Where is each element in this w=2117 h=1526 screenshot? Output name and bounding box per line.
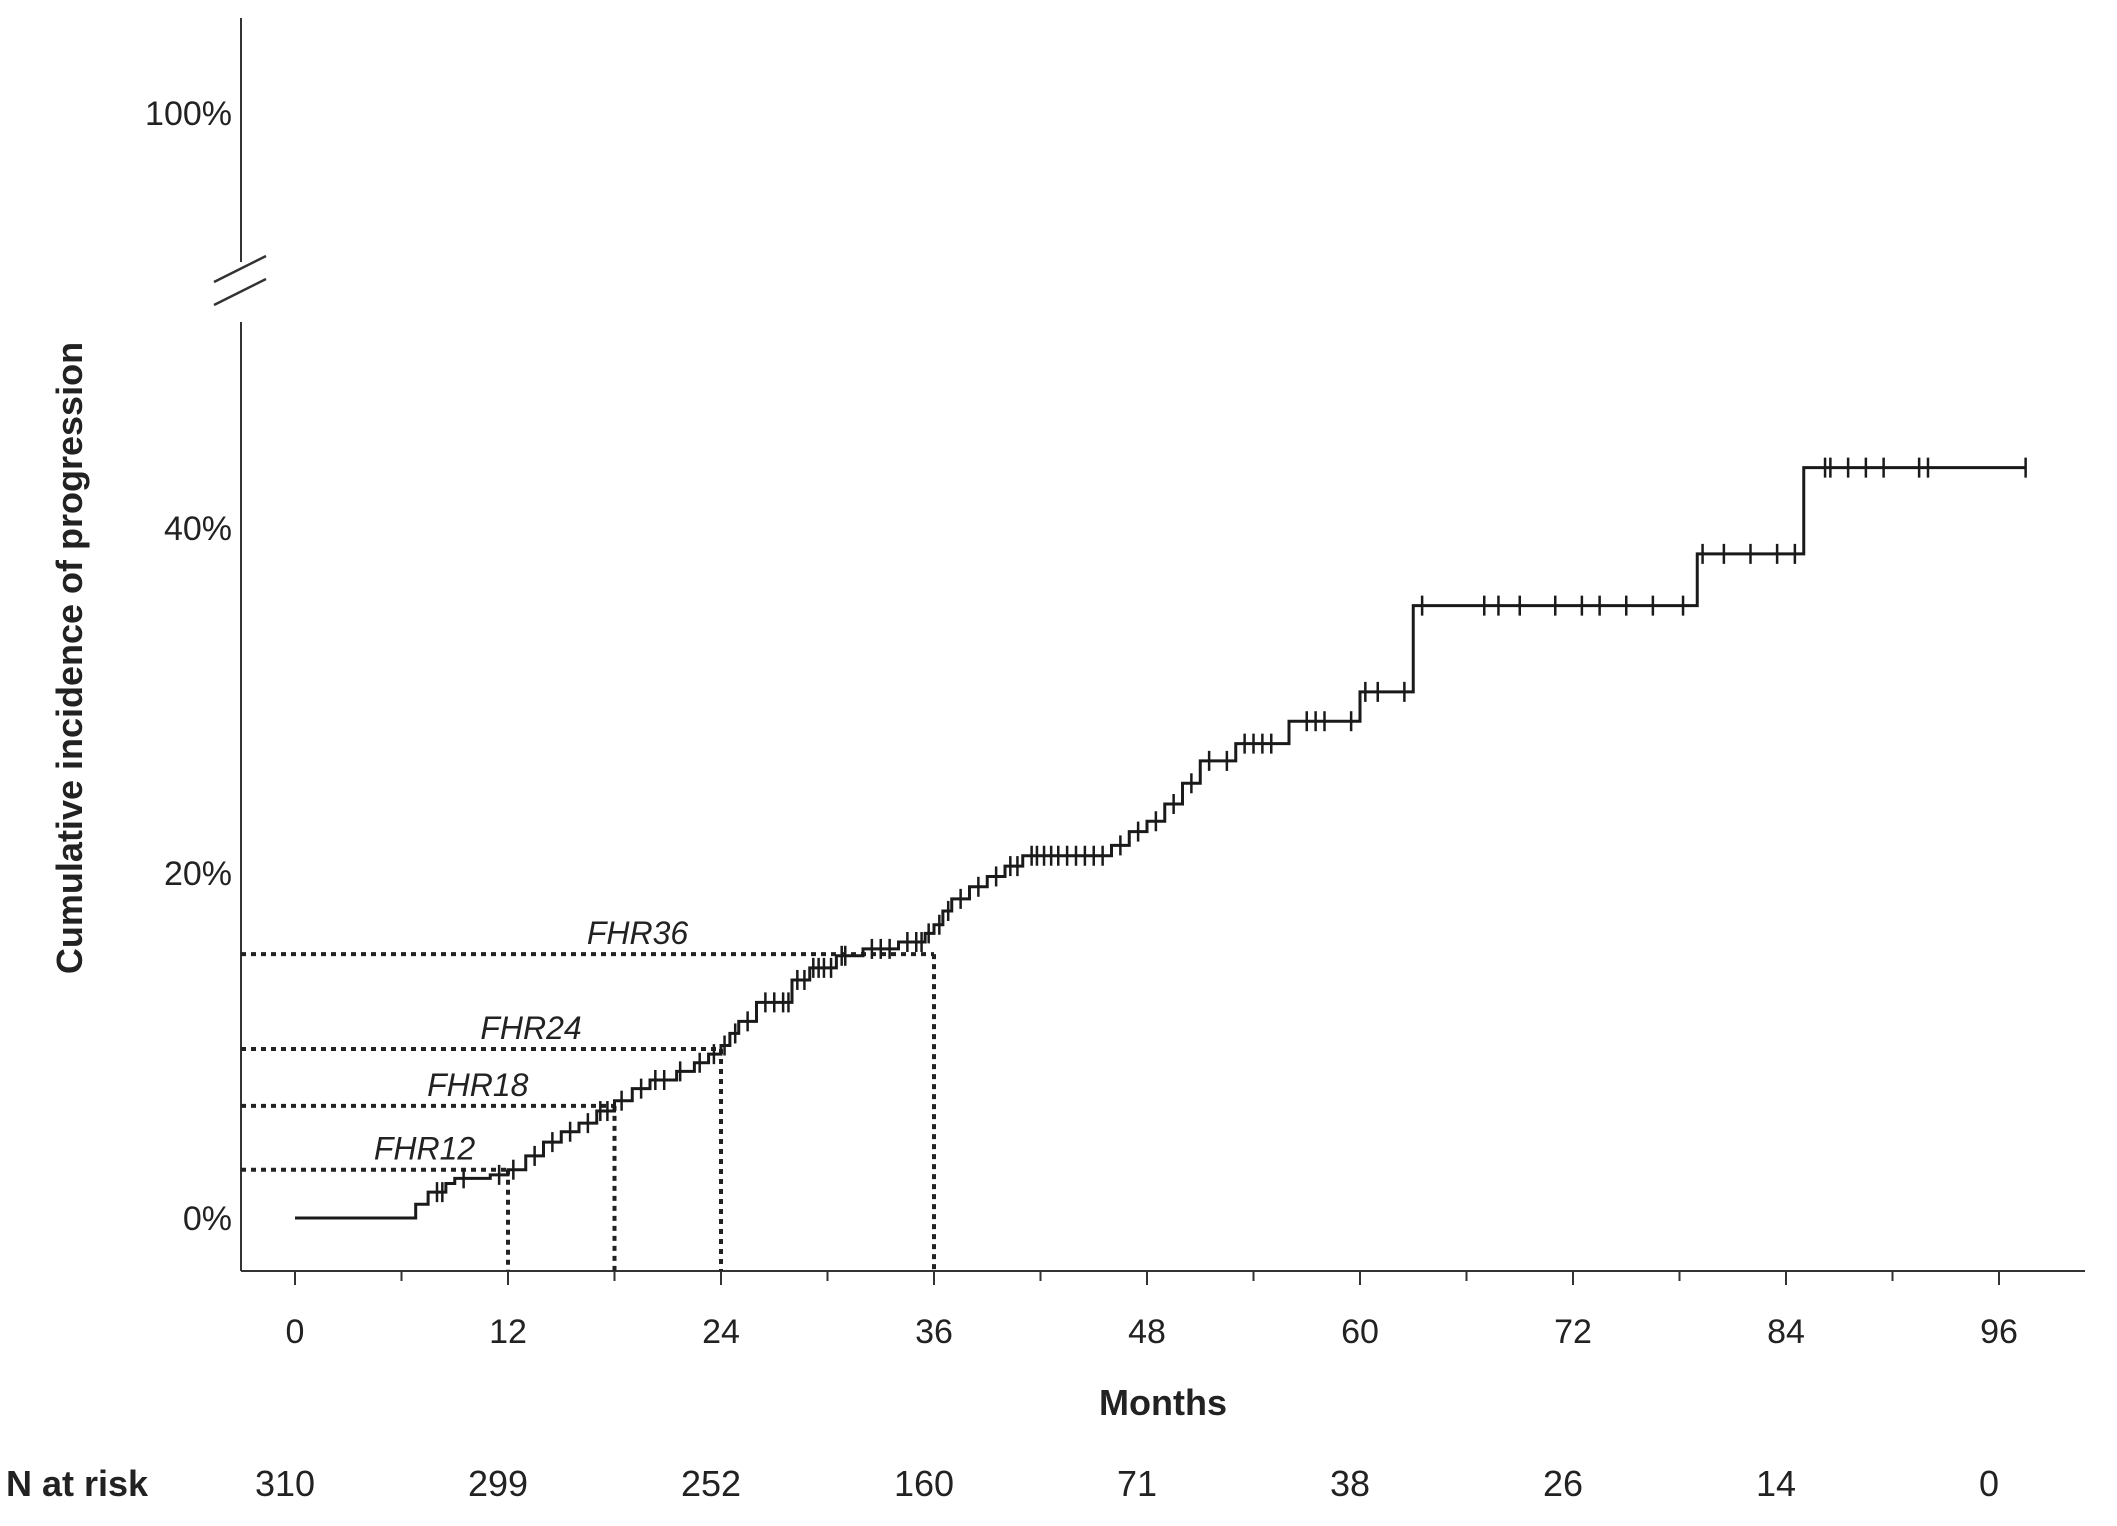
fhr-label: FHR24 (480, 1010, 581, 1046)
axis-break-mark-1 (213, 254, 267, 284)
x-tick-label: 48 (1128, 1313, 1166, 1351)
y-tick-label: 0% (183, 1200, 232, 1238)
axis-break-mark-2 (213, 277, 267, 307)
risk-value: 310 (255, 1463, 315, 1504)
axes: 100% Cumulative incidence of progression… (6, 18, 2085, 1504)
risk-value: 252 (681, 1463, 741, 1504)
risk-value: 38 (1330, 1463, 1370, 1504)
y-axis-title: Cumulative incidence of progression (49, 342, 90, 974)
x-tick-label: 60 (1341, 1313, 1379, 1351)
risk-value: 26 (1543, 1463, 1583, 1504)
y-tick-label: 40% (164, 510, 232, 548)
y-break-label: 100% (145, 95, 232, 133)
fhr-label: FHR36 (587, 915, 689, 951)
x-tick-label: 12 (489, 1313, 527, 1351)
x-tick-label: 0 (286, 1313, 305, 1351)
x-tick-label: 36 (915, 1313, 953, 1351)
x-tick-label: 72 (1554, 1313, 1592, 1351)
fhr-label: FHR18 (427, 1067, 529, 1103)
x-axis-title: Months (1099, 1382, 1227, 1423)
censor-marks (435, 457, 2027, 1203)
risk-table: 310 299 252 160 71 38 26 14 0 (255, 1463, 1999, 1504)
ticks: 0 12 24 36 48 60 72 84 96 0% 20% 40% (164, 510, 2018, 1351)
risk-value: 160 (894, 1463, 954, 1504)
x-tick-label: 96 (1980, 1313, 2018, 1351)
risk-value: 14 (1756, 1463, 1796, 1504)
y-tick-label: 20% (164, 855, 232, 893)
risk-value: 71 (1117, 1463, 1157, 1504)
risk-value: 299 (468, 1463, 528, 1504)
x-tick-label: 84 (1767, 1313, 1805, 1351)
fhr-label: FHR12 (374, 1131, 476, 1167)
risk-value: 0 (1979, 1463, 1999, 1504)
x-tick-label: 24 (702, 1313, 740, 1351)
risk-table-label: N at risk (6, 1463, 149, 1504)
